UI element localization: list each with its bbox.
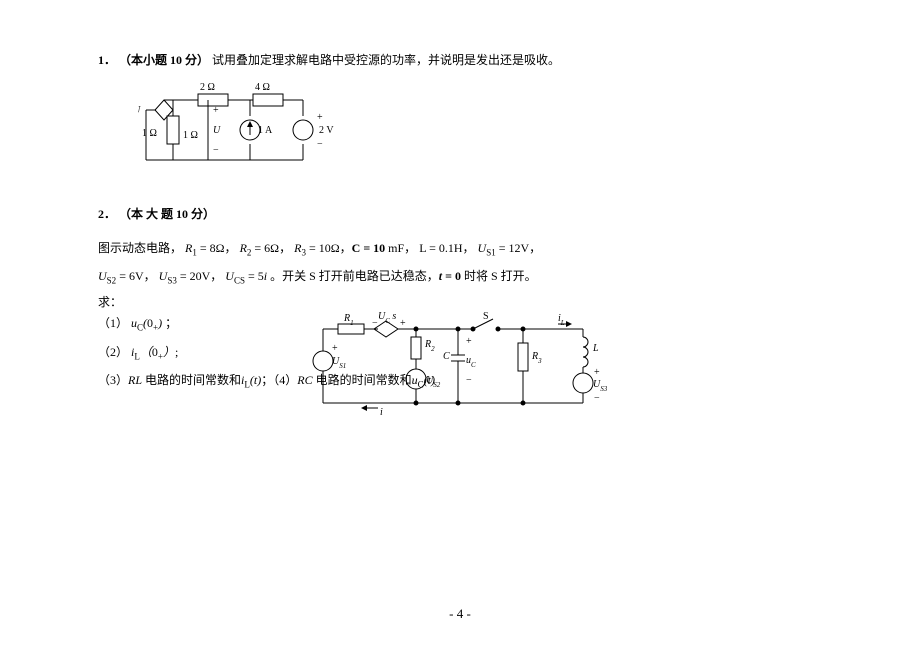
p2-q3-num: （3）	[98, 373, 128, 387]
p2-q1-num: （1）	[98, 316, 128, 330]
p2-q4-num: （4）	[273, 373, 297, 387]
c2-us1: US1	[332, 356, 346, 370]
p2-us1: US1 = 12V	[478, 241, 530, 255]
p2-intro: 图示动态电路，	[98, 241, 182, 255]
p1-num: 1．	[98, 53, 116, 67]
c2-ucs-m: −	[372, 318, 378, 329]
p2-t0: t = 0	[439, 269, 461, 283]
c2-uc-p: +	[466, 336, 472, 347]
p1-plus-r: +	[317, 112, 323, 123]
p1-circuit: 2 Ω 4 Ω 1 Ω 2 V + − 2U + U − 1 A 1 Ω	[138, 80, 822, 180]
c2-ucs-p: +	[400, 318, 406, 329]
p2-params: 图示动态电路， R1 = 8Ω， R2 = 6Ω， R3 = 10Ω，C = 1…	[98, 235, 822, 291]
p2-tail1: 。开关 S 打开前电路已达稳态，	[270, 269, 439, 283]
p1-1ohm-lbl: 1 Ω	[183, 130, 198, 141]
p2-q1-body: uC(0+)	[131, 316, 162, 330]
c2-us1-m: −	[332, 371, 338, 382]
p2-q3-txt: 电路的时间常数和	[142, 373, 241, 387]
p2-header: 2． （本 大 题 10 分）	[98, 204, 822, 226]
p2-r2: R2 = 6Ω	[240, 241, 280, 255]
p1-circuit-svg: 2 Ω 4 Ω 1 Ω 2 V + − 2U + U − 1 A 1 Ω	[138, 80, 338, 180]
c2-il: iL	[558, 313, 565, 327]
p2-q2-num: （2）	[98, 345, 128, 359]
p2-q2-semi: ;	[175, 345, 178, 359]
c2-r3: R3	[531, 351, 542, 365]
p2-c: C = 10	[352, 241, 386, 255]
c2-uc-m: −	[466, 375, 472, 386]
page-footer: - 4 -	[0, 602, 920, 625]
p2-points: （本 大 题 10 分）	[119, 207, 215, 221]
c2-i: i	[380, 407, 383, 418]
p2-l: L = 0.1H	[419, 241, 462, 255]
c2-us3-p: +	[594, 367, 600, 378]
c2-uc: uC	[466, 355, 476, 369]
p2-us3: US3 = 20V	[159, 269, 211, 283]
p2-q3-semi: ；	[261, 373, 273, 387]
p2-num: 2．	[98, 207, 116, 221]
p1-u: U	[213, 125, 221, 136]
p1-vsrc-2v: 2 V	[319, 125, 334, 136]
p1-r-4ohm: 4 Ω	[255, 82, 270, 93]
p2-q3-rl: RL	[128, 373, 142, 387]
c2-l: L	[592, 343, 599, 354]
c2-us2: US2	[426, 375, 441, 389]
p1-header: 1． （本小题 10 分） 试用叠加定理求解电路中受控源的功率，并说明是发出还是…	[98, 50, 822, 72]
c2-ucs: UC s	[378, 311, 396, 325]
c2-r1: R1	[343, 313, 354, 327]
p1-r-2ohm: 2 Ω	[200, 82, 215, 93]
p2-us2: US2 = 6V	[98, 269, 144, 283]
p2-circuit-svg: R1 UC s − + S iL + US1 − R2 US2 C + uC −…	[308, 311, 618, 421]
p1-minus-r: −	[317, 139, 323, 150]
c2-r2: R2	[424, 339, 435, 353]
p2-tail2: 时将 S 打开。	[461, 269, 537, 283]
p1-minus-u: −	[213, 145, 219, 156]
p1-isrc: 1 A	[258, 125, 273, 136]
c2-s: S	[483, 311, 489, 322]
p2-r3: R3 = 10Ω	[294, 241, 340, 255]
p1-plus-u: +	[213, 105, 219, 116]
p2-q2-body: iL（0+）	[131, 345, 175, 359]
c2-us3: US3	[593, 379, 608, 393]
p1-2u: 2U	[138, 105, 141, 116]
p2-r1: R1 = 8Ω	[185, 241, 225, 255]
p1-points: （本小题 10 分）	[119, 53, 209, 67]
c2-c: C	[443, 351, 450, 362]
p2-qiu: 求：	[98, 292, 822, 314]
p2-q3-il: iL(t)	[241, 373, 261, 387]
c2-us3-m: −	[594, 393, 600, 404]
p1-r-1ohm: 1 Ω	[142, 128, 157, 139]
p2-body: （1） uC(0+) ； （2） iL（0+）; （3）RL 电路的时间常数和i…	[98, 313, 822, 393]
p2-ucs: UCS = 5i	[225, 269, 267, 283]
p2-q1-semi: ；	[165, 316, 177, 330]
c2-us1-p: +	[332, 343, 338, 354]
p2-circuit: R1 UC s − + S iL + US1 − R2 US2 C + uC −…	[308, 311, 618, 421]
p1-text: 试用叠加定理求解电路中受控源的功率，并说明是发出还是吸收。	[212, 53, 560, 67]
